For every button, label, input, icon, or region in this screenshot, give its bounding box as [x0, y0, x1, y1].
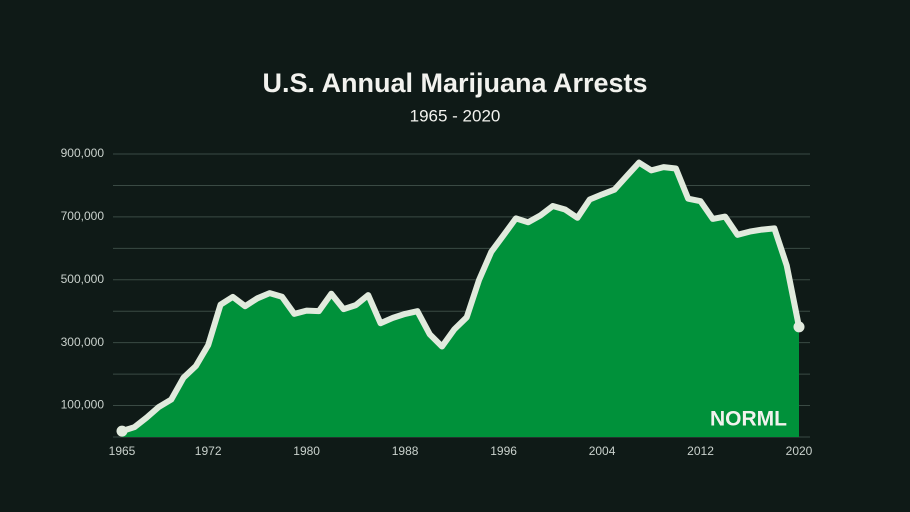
end-point — [793, 321, 805, 333]
chart-subtitle: 1965 - 2020 — [410, 106, 501, 125]
chart-title: U.S. Annual Marijuana Arrests — [262, 68, 647, 98]
y-tick-label: 900,000 — [61, 146, 105, 160]
x-tick-label: 2020 — [786, 444, 813, 458]
y-tick-label: 700,000 — [61, 209, 105, 223]
y-tick-label: 300,000 — [61, 335, 105, 349]
x-tick-label: 1972 — [195, 444, 222, 458]
line — [119, 159, 802, 435]
x-tick-label: 2004 — [589, 444, 616, 458]
y-tick-label: 100,000 — [61, 398, 105, 412]
area — [122, 162, 799, 437]
x-tick-label: 1988 — [392, 444, 419, 458]
logo: NORML — [710, 408, 787, 431]
x-tick-label: 1996 — [490, 444, 517, 458]
x-tick-label: 1965 — [109, 444, 136, 458]
x-tick-label: 2012 — [687, 444, 714, 458]
y-tick-label: 500,000 — [61, 272, 105, 286]
end-point — [116, 425, 128, 437]
x-tick-label: 1980 — [293, 444, 320, 458]
